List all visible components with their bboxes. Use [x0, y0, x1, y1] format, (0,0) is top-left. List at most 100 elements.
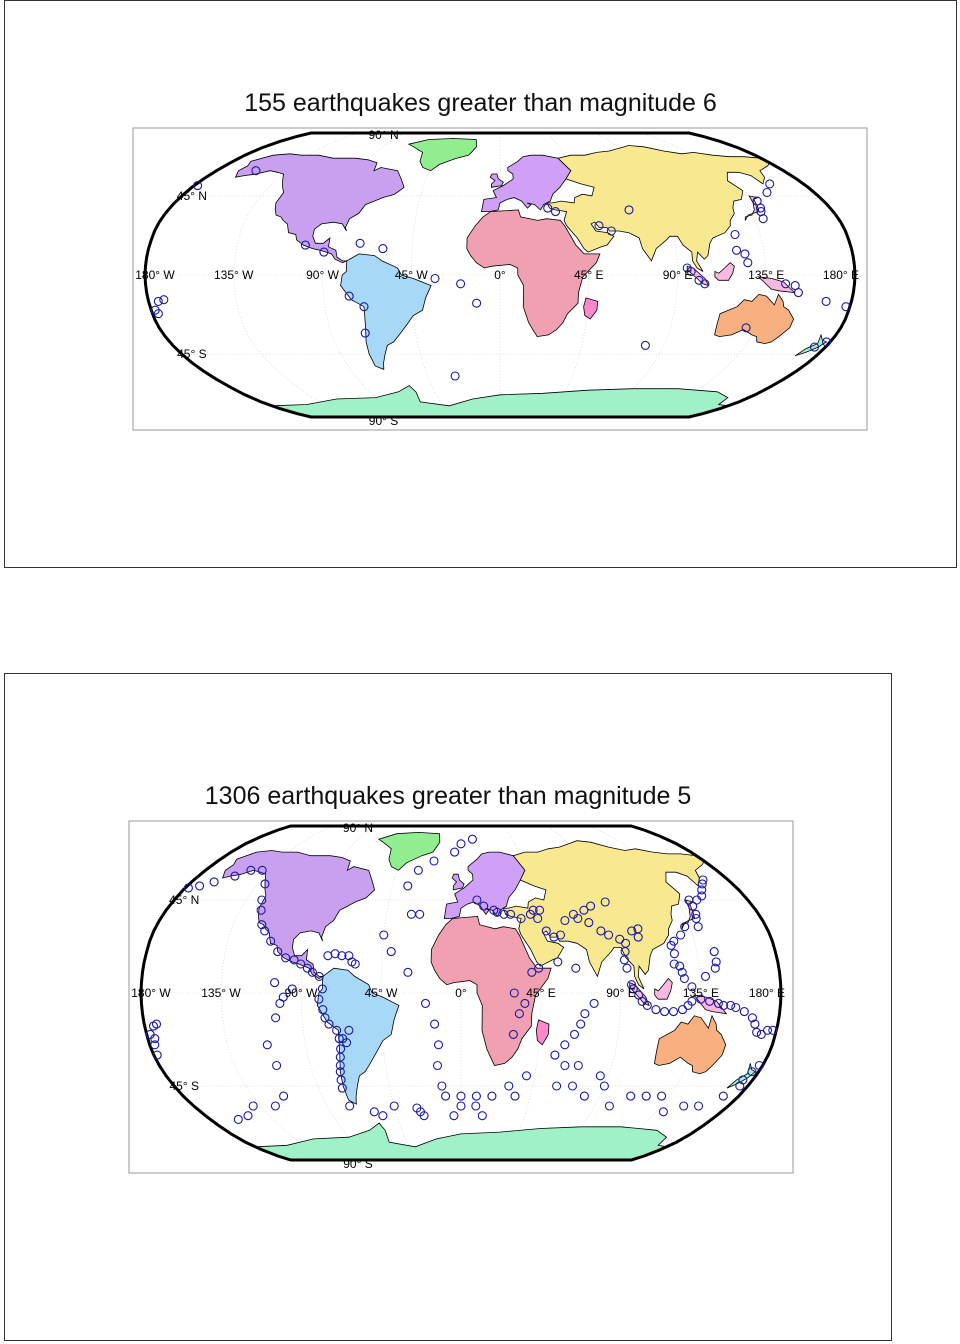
- land-new-zealand: [794, 333, 828, 357]
- earthquake-marker: [739, 1007, 749, 1017]
- earthquake-marker: [419, 1111, 429, 1121]
- earthquake-marker: [627, 926, 637, 936]
- earthquake-marker: [615, 934, 625, 944]
- earthquake-marker: [691, 913, 701, 924]
- earthquake-marker: [403, 967, 413, 977]
- earthquake-marker: [195, 881, 205, 891]
- lat-label: 90° S: [369, 414, 398, 428]
- earthquake-marker: [432, 1060, 443, 1071]
- earthquake-marker: [758, 214, 768, 224]
- earthquake-marker: [450, 371, 460, 381]
- earthquake-marker: [270, 1101, 280, 1111]
- earthquake-marker: [506, 909, 516, 919]
- earthquake-marker: [793, 288, 803, 298]
- map-title-1: 155 earthquakes greater than magnitude 6: [244, 89, 717, 117]
- earthquake-marker: [528, 905, 538, 915]
- lat-label: 90° N: [343, 821, 373, 835]
- earthquake-marker: [456, 1091, 466, 1101]
- earthquake-marker: [533, 913, 543, 924]
- earthquake-marker: [344, 1025, 354, 1035]
- map-outline: [139, 824, 783, 1162]
- earthquake-marker: [437, 1081, 447, 1091]
- earthquake-marker: [246, 865, 256, 875]
- land-new-guinea: [692, 994, 728, 1015]
- earthquake-marker: [289, 955, 299, 965]
- lon-label: 90° E: [663, 268, 692, 282]
- lon-label: 180° E: [749, 986, 785, 1000]
- earthquake-marker: [471, 1091, 481, 1101]
- slide-1: 155 earthquakes greater than magnitude 6…: [4, 0, 957, 568]
- earthquake-marker: [479, 901, 489, 911]
- earthquake-marker: [726, 1000, 736, 1010]
- earthquake-marker: [324, 1019, 334, 1029]
- earthquake-marker: [350, 959, 360, 969]
- earthquake-marker: [441, 1091, 451, 1101]
- earthquake-marker: [159, 295, 169, 305]
- earthquake-marker: [472, 298, 482, 308]
- landmasses: [234, 138, 828, 418]
- earthquake-marker: [651, 1005, 661, 1015]
- lon-label: 135° E: [683, 986, 719, 1000]
- earthquake-marker: [251, 166, 261, 176]
- meridian-line: [588, 825, 702, 1161]
- earthquake-marker: [314, 994, 324, 1004]
- earthquake-marker: [604, 1101, 614, 1111]
- earthquake-marker: [747, 1013, 757, 1023]
- earthquake-marker: [698, 875, 708, 885]
- land-indonesia-borneo: [654, 977, 673, 1000]
- earthquake-marker: [257, 920, 267, 930]
- earthquake-marker: [413, 865, 423, 875]
- earthquake-marker: [660, 1007, 670, 1017]
- map-outline: [143, 131, 857, 419]
- earthquake-marker: [576, 1019, 586, 1029]
- earthquake-marker: [152, 1050, 162, 1060]
- earthquake-marker: [317, 984, 327, 994]
- earthquake-marker: [449, 1111, 459, 1121]
- earthquake-marker: [731, 245, 742, 255]
- earthquake-marker: [430, 273, 440, 284]
- earthquake-marker: [658, 1107, 668, 1117]
- earthquake-marker: [262, 1040, 272, 1050]
- earthquake-marker: [273, 947, 283, 957]
- earthquake-marker: [584, 918, 594, 928]
- earthquake-marker: [456, 839, 466, 849]
- earthquake-marker: [477, 1111, 487, 1121]
- earthquake-marker: [266, 936, 276, 946]
- earthquake-marker: [697, 891, 707, 901]
- earthquake-marker: [579, 1091, 589, 1101]
- earthquake-marker: [543, 203, 553, 213]
- earthquake-marker: [508, 1029, 518, 1039]
- earthquake-marker: [642, 1000, 652, 1010]
- land-africa: [466, 209, 601, 338]
- earthquake-marker: [560, 1040, 570, 1050]
- earthquake-marker: [735, 1081, 745, 1091]
- earthquake-marker: [403, 881, 413, 891]
- lon-label: 90° E: [606, 986, 635, 1000]
- earthquake-marker: [150, 1040, 160, 1050]
- meridian-line: [220, 825, 334, 1161]
- earthquake-marker: [153, 309, 163, 319]
- earthquake-marker: [731, 1002, 741, 1013]
- land-antarctica: [271, 385, 729, 418]
- lon-label: 0°: [494, 268, 506, 282]
- earthquake-marker: [622, 963, 632, 973]
- earthquake-marker: [641, 1091, 651, 1101]
- earthquake-marker: [693, 922, 703, 932]
- earthquake-marker: [841, 302, 851, 312]
- map-frame: [128, 820, 794, 1174]
- earthquake-marker: [342, 1038, 352, 1048]
- land-greenland: [407, 138, 477, 172]
- earthquake-marker: [335, 1060, 345, 1071]
- earthquake-marker: [693, 1101, 704, 1111]
- lon-label: 90° W: [306, 268, 339, 282]
- meridian-line: [380, 825, 419, 1161]
- earthquake-marker: [148, 1021, 159, 1031]
- earthquake-marker: [606, 226, 616, 236]
- earthquake-marker: [669, 959, 679, 969]
- earthquake-marker: [467, 834, 477, 844]
- earthquake-marker: [595, 1071, 605, 1081]
- earthquake-marker: [337, 1083, 347, 1093]
- earthquake-marker: [586, 901, 596, 911]
- land-asia: [502, 840, 705, 990]
- earthquake-marker: [344, 291, 354, 301]
